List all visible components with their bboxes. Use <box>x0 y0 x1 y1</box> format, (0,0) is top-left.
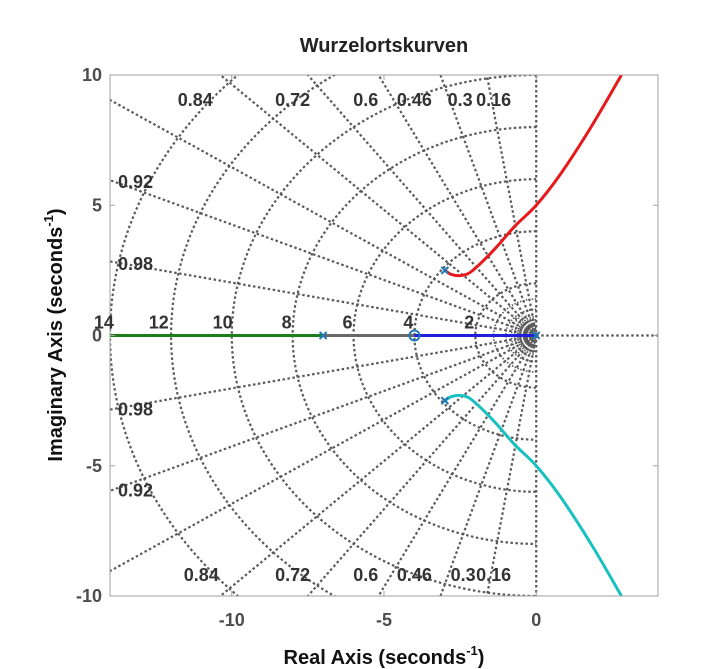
hub-ray <box>531 312 538 336</box>
damping-ray <box>110 260 537 337</box>
x-axis-label-close: ) <box>478 647 485 669</box>
damping-label-bottom: 0.72 <box>275 565 310 585</box>
frequency-label: 14 <box>94 313 114 333</box>
damping-ray <box>377 334 538 596</box>
damping-ray <box>110 179 537 337</box>
x-tick-label: -5 <box>376 610 392 630</box>
damping-label-left: 0.92 <box>118 172 153 192</box>
axis-ticks: -10 -5 0 -10 -5 0 5 10 <box>76 65 658 630</box>
damping-label-left: 0.98 <box>118 254 153 274</box>
pole-marker <box>440 396 450 405</box>
frequency-label: 10 <box>213 313 233 333</box>
grid-labels: 0.84 0.72 0.6 0.46 0.3 0.160.920.980.980.920.… <box>94 90 511 585</box>
frequency-label: 2 <box>464 313 474 333</box>
damping-label-bottom: 0.16 <box>476 565 511 585</box>
damping-ray <box>485 75 538 336</box>
damping-ray <box>377 75 538 337</box>
y-tick-label: -10 <box>76 586 102 606</box>
y-axis-label-sup: -1 <box>41 215 56 227</box>
y-tick-label: 10 <box>82 65 102 85</box>
pole-marker-stroke <box>440 266 450 275</box>
x-tick-label: 0 <box>531 610 541 630</box>
locus-series <box>110 75 623 596</box>
frequency-label: 6 <box>342 313 352 333</box>
damping-label-bottom: 0.6 <box>353 565 378 585</box>
pole-marker <box>440 266 450 275</box>
damping-ray <box>439 335 538 596</box>
frequency-arc <box>517 319 537 352</box>
damping-ray <box>110 334 537 492</box>
x-axis-label: Real Axis (seconds-1) <box>284 643 485 669</box>
damping-label-top: 0.72 <box>275 90 310 110</box>
frequency-arc <box>492 298 537 373</box>
pole-marker-stroke <box>440 396 450 405</box>
frequency-label: 4 <box>403 313 413 333</box>
damping-label-top: 0.16 <box>476 90 511 110</box>
x-axis-label-text: Real Axis (seconds <box>284 647 467 669</box>
damping-ray <box>219 334 537 596</box>
zero-marker <box>408 329 421 342</box>
damping-ray <box>110 334 537 573</box>
pole-zero-markers <box>318 266 541 405</box>
chart-title: Wurzelortskurven <box>300 35 469 57</box>
frequency-arc <box>505 308 537 363</box>
locus-branch-red <box>444 75 623 278</box>
damping-label-left: 0.98 <box>118 400 153 420</box>
damping-ray <box>485 335 538 596</box>
damping-label-top: 0.3 <box>448 90 473 110</box>
frequency-arc <box>474 282 537 389</box>
damping-label-bottom: 0.3 <box>451 565 476 585</box>
y-tick-label: 0 <box>92 326 102 346</box>
damping-ray <box>110 98 537 337</box>
frequency-label: 8 <box>282 313 292 333</box>
damping-ray <box>439 75 538 336</box>
frequency-label: 12 <box>149 313 169 333</box>
pole-marker <box>532 331 541 340</box>
damping-label-bottom: 0.84 <box>184 565 219 585</box>
pole-marker-stroke <box>532 331 541 340</box>
pole-marker <box>318 331 328 340</box>
damping-label-left: 0.92 <box>118 480 153 500</box>
damping-label-bottom: 0.46 <box>397 565 432 585</box>
hub-ray <box>531 335 538 359</box>
damping-ray <box>110 334 537 411</box>
y-axis-label: Imaginary Axis (seconds-1) <box>41 208 67 461</box>
pole-marker-stroke <box>318 331 328 340</box>
frequency-arc <box>230 75 537 596</box>
y-axis-label-close: ) <box>45 208 67 215</box>
locus-branch-cyan <box>444 393 623 596</box>
y-tick-label: -5 <box>86 456 102 476</box>
frequency-arc <box>413 230 537 441</box>
x-tick-label: -10 <box>219 610 245 630</box>
damping-label-top: 0.6 <box>353 90 378 110</box>
damping-label-top: 0.46 <box>397 90 432 110</box>
damping-label-top: 0.84 <box>178 90 213 110</box>
x-axis-label-sup: -1 <box>466 643 478 658</box>
y-tick-label: 5 <box>92 195 102 215</box>
y-axis-label-text: Imaginary Axis (seconds <box>45 227 67 462</box>
